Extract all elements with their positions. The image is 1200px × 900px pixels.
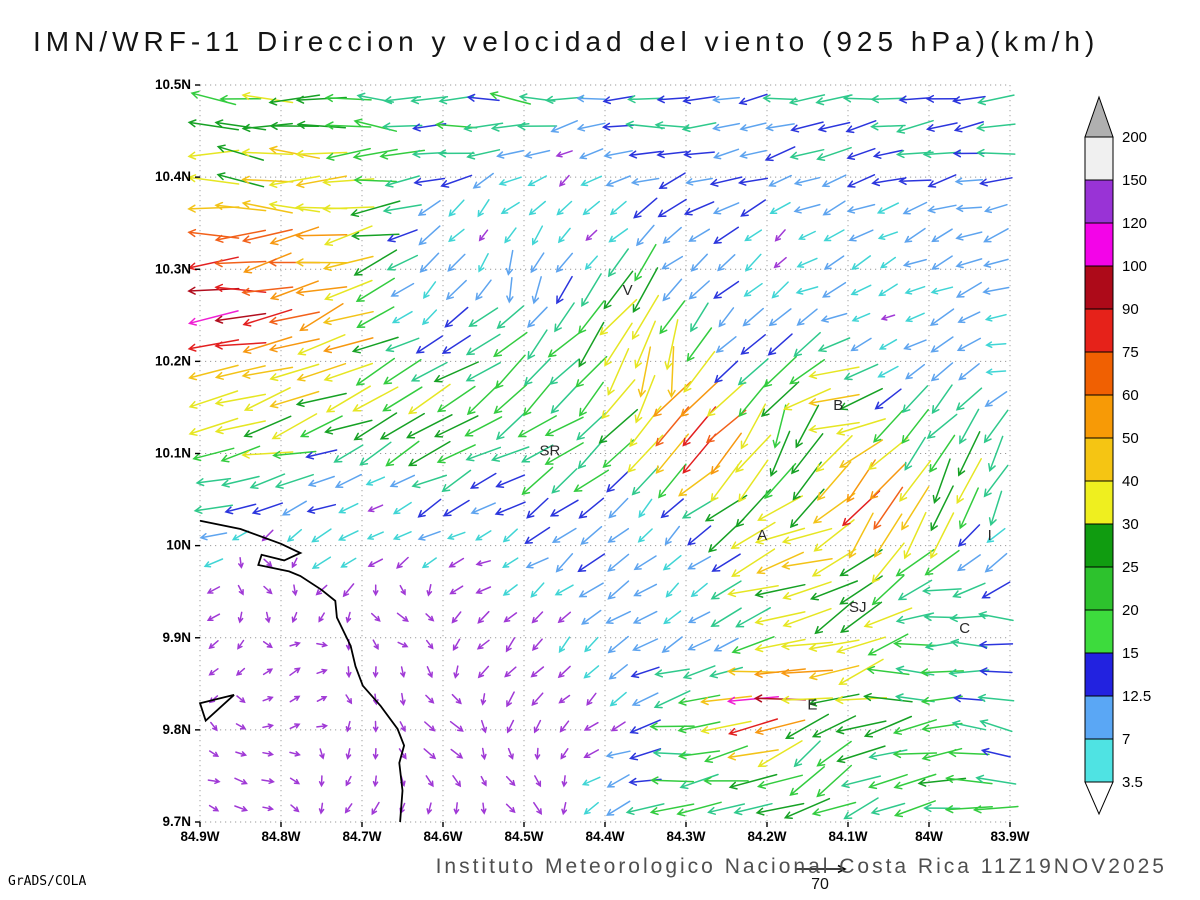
lon-tick-label: 84.6W [423,829,462,844]
legend-under-triangle [1084,781,1114,816]
legend-label: 60 [1122,387,1139,404]
lon-tick-label: 84.7W [342,829,381,844]
color-scale: 3.5 7 12.5 15 20 25 30 40 50 60 75 90 100 120 150 200 [1084,95,1151,816]
reference-arrow [795,864,847,874]
legend-band [1084,265,1114,310]
coastline-path [198,694,235,723]
lon-tick-label: 84.2W [747,829,786,844]
lat-tick-label: 10.3N [155,261,191,276]
lat-tick-label: 10.4N [155,169,191,184]
lon-tick-label: 84.1W [828,829,867,844]
station-label-v: V [623,282,633,299]
legend-label: 150 [1122,172,1147,189]
lon-tick-label: 84.3W [666,829,705,844]
lon-tick-label: 84.9W [180,829,219,844]
lat-tick-label: 10.5N [155,77,191,92]
lon-tick-label: 84.8W [261,829,300,844]
lat-tick-label: 9.7N [162,814,191,829]
lat-tick-label: 10.2N [155,353,191,368]
legend-band [1084,351,1114,396]
lat-tick-label: 10N [166,538,191,553]
coastline-path [199,519,406,823]
chart-title: IMN/WRF-11 Direccion y velocidad del vie… [33,26,1100,57]
station-label-i: I [988,527,992,544]
station-label-e: E [807,697,817,714]
axis-labels: 84.9W 84.8W 84.7W 84.6W 84.5W 84.4W 84.3W 84.2W… [155,77,1030,844]
station-label-c: C [959,620,970,637]
legend-label: 40 [1122,473,1139,490]
legend-label: 7 [1122,731,1130,748]
legend-band [1084,222,1114,267]
legend-label: 100 [1122,258,1147,275]
legend-band [1084,480,1114,525]
legend-label: 15 [1122,645,1139,662]
legend-band [1084,738,1114,783]
station-labels: V B SR A SJ C E I [539,282,991,714]
grid-lines [199,84,1011,823]
legend-label: 90 [1122,301,1139,318]
legend-over-triangle [1084,95,1114,138]
legend-band [1084,308,1114,353]
legend-label: 20 [1122,602,1139,619]
legend-band [1084,437,1114,482]
footer-caption: Instituto Meteorologico Nacional Costa R… [435,855,1167,878]
lon-tick-label: 84.4W [585,829,624,844]
station-label-b: B [833,397,843,414]
reference-vector-label: 70 [811,876,829,893]
legend-label: 12.5 [1122,688,1151,705]
legend-label: 200 [1122,129,1147,146]
reference-vector: 70 [795,864,847,893]
lat-tick-label: 9.8N [162,722,191,737]
lon-tick-label: 84.5W [504,829,543,844]
lat-tick-label: 10.1N [155,446,191,461]
lon-tick-label: 84W [915,829,943,844]
legend-band [1084,136,1114,181]
legend-band [1084,566,1114,611]
legend-band [1084,609,1114,654]
legend-band [1084,523,1114,568]
legend-label: 120 [1122,215,1147,232]
legend-label: 30 [1122,516,1139,533]
grads-credit: GrADS/COLA [8,874,87,889]
lon-tick-label: 83.9W [990,829,1029,844]
legend-label: 25 [1122,559,1139,576]
legend-band [1084,695,1114,740]
coastline [198,519,406,823]
legend-band [1084,652,1114,697]
legend-label: 50 [1122,430,1139,447]
legend-label: 3.5 [1122,774,1143,791]
legend-label: 75 [1122,344,1139,361]
station-label-sr: SR [539,442,560,459]
legend-band [1084,394,1114,439]
legend-band [1084,179,1114,224]
station-label-a: A [757,527,767,544]
lat-tick-label: 9.9N [162,630,191,645]
wind-arrows [187,90,1019,820]
station-label-sj: SJ [849,599,867,616]
